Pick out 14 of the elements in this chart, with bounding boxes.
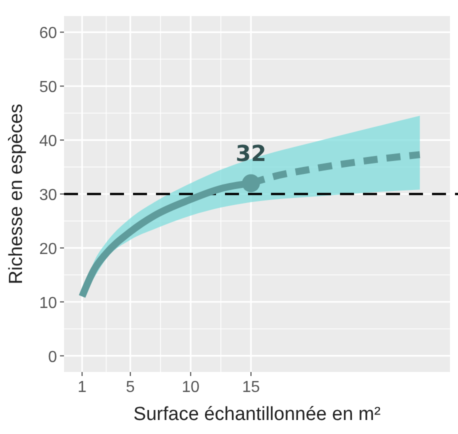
- x-tick-label: 1: [78, 379, 87, 396]
- y-tick-label: 20: [39, 240, 58, 258]
- y-tick-label: 30: [39, 187, 58, 204]
- x-tick-label: 15: [242, 379, 260, 396]
- y-tick-label: 60: [39, 25, 58, 42]
- x-tick-label: 10: [182, 379, 200, 396]
- x-tick-label: 5: [126, 379, 135, 396]
- y-axis-title: Richesse en espèces: [6, 104, 27, 284]
- x-axis-title: Surface échantillonnée en m²: [133, 404, 381, 425]
- y-tick-label: 0: [48, 348, 58, 366]
- y-tick-label: 10: [39, 294, 58, 312]
- data-label: 32: [236, 142, 266, 168]
- y-tick-label: 50: [39, 79, 58, 96]
- y-tick-label: 40: [39, 133, 58, 150]
